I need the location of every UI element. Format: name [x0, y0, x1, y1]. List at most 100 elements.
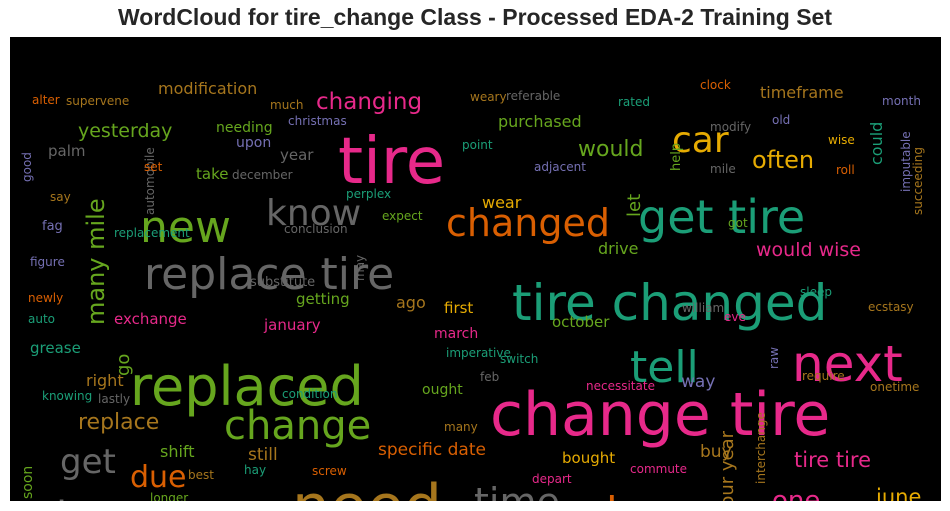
word-way: way	[681, 372, 715, 392]
word-know: know	[266, 193, 361, 234]
word-screw: screw	[312, 464, 347, 478]
word-succeeding: succeeding	[911, 147, 925, 215]
word-mile: mile	[710, 162, 736, 176]
word-tell: tell	[630, 342, 699, 393]
word-ought: ought	[422, 382, 463, 398]
word-grease: grease	[30, 339, 81, 357]
word-four-year: four year	[717, 430, 738, 501]
word-help: help	[669, 143, 684, 171]
word-upon: upon	[236, 135, 271, 151]
word-bought: bought	[562, 449, 615, 467]
word-tire: tire	[338, 125, 445, 199]
chart-title: WordCloud for tire_change Class - Proces…	[117, 4, 832, 30]
word-change-tire: change tire	[490, 380, 830, 450]
word-getting: getting	[296, 290, 350, 308]
word-point: point	[462, 138, 493, 152]
word-changing: changing	[316, 89, 422, 115]
word-interchange: interchange	[754, 412, 768, 484]
word-next: next	[792, 335, 903, 393]
word-good: good	[20, 152, 34, 182]
word-feb: feb	[480, 370, 499, 384]
word-best: best	[188, 468, 214, 482]
word-right: right	[86, 371, 124, 390]
word-new: new	[140, 202, 231, 253]
word-modification: modification	[158, 79, 257, 98]
word-last: last	[56, 494, 128, 501]
word-one: one	[772, 486, 820, 501]
word-needing: needing	[216, 120, 273, 136]
word-substitute: substitute	[250, 275, 315, 290]
word-palm: palm	[48, 142, 86, 160]
word-say: say	[50, 190, 71, 204]
word-tire-tire: tire tire	[794, 448, 871, 472]
word-drive: drive	[598, 239, 639, 258]
word-conclusion: conclusion	[284, 222, 348, 236]
word-eve: eve	[724, 310, 746, 324]
word-may: may	[353, 255, 367, 281]
word-got: got	[728, 216, 748, 230]
word-sleep: sleep	[800, 285, 832, 299]
word-ecstasy: ecstasy	[868, 300, 914, 314]
word-october: october	[552, 313, 610, 331]
word-still: still	[248, 445, 278, 465]
word-tire-changed: tire changed	[512, 274, 827, 332]
word-imperative: imperative	[446, 346, 511, 360]
word-purchased: purchased	[498, 112, 582, 131]
word-expect: expect	[382, 209, 423, 223]
word-replace: replace	[78, 410, 159, 435]
word-timeframe: timeframe	[760, 83, 844, 102]
word-fag: fag	[42, 219, 63, 234]
word-shift: shift	[160, 442, 195, 461]
word-get-tire: get tire	[638, 190, 805, 244]
word-replacement: replacement	[114, 226, 190, 240]
word-exchange: exchange	[114, 310, 187, 328]
word-specific-date: specific date	[378, 440, 486, 460]
word-weary: weary	[470, 90, 507, 104]
word-old: old	[772, 113, 790, 127]
word-christmas: christmas	[288, 114, 347, 128]
word-changed: changed	[446, 201, 610, 245]
word-many-mile: many mile	[82, 198, 110, 325]
word-january: january	[263, 316, 321, 334]
word-ago: ago	[396, 293, 426, 312]
word-clock: clock	[700, 78, 731, 92]
word-hay: hay	[244, 463, 266, 477]
word-year: year	[280, 146, 314, 164]
word-condition: condition	[282, 387, 337, 401]
word-set: set	[144, 160, 163, 174]
word-imputable: imputable	[899, 131, 913, 192]
word-car: car	[672, 120, 729, 161]
word-let: let	[624, 194, 645, 217]
word-time: time	[474, 480, 560, 501]
word-figure: figure	[30, 255, 65, 269]
word-wise: wise	[828, 133, 855, 147]
word-buy: buy	[700, 442, 732, 462]
word-knowing: knowing	[42, 389, 92, 403]
word-lastly: lastly	[98, 392, 130, 406]
word-june: june	[875, 485, 921, 501]
word-soon: soon	[20, 466, 36, 499]
word-longer: longer	[150, 491, 188, 501]
word-get: get	[60, 442, 116, 482]
word-replaced: replaced	[130, 355, 364, 418]
word-need: need	[292, 472, 442, 501]
word-necessitate: necessitate	[586, 379, 655, 393]
word-take: take	[196, 165, 228, 183]
word-first: first	[444, 299, 473, 317]
word-rated: rated	[618, 95, 650, 109]
word-many: many	[444, 420, 478, 434]
word-could: could	[867, 122, 886, 165]
word-yesterday: yesterday	[78, 120, 172, 142]
word-recommended: recommended	[796, 500, 883, 501]
word-commute: commute	[630, 462, 687, 476]
word-william: william	[682, 301, 724, 315]
word-roll: roll	[836, 163, 855, 177]
word-replace-tire: replace tire	[144, 249, 394, 300]
word-would: would	[578, 137, 643, 162]
word-depart: depart	[532, 472, 572, 486]
word-december: december	[232, 168, 293, 182]
word-often: often	[752, 146, 814, 174]
word-adjacent: adjacent	[534, 160, 586, 174]
word-modify: modify	[710, 120, 751, 134]
